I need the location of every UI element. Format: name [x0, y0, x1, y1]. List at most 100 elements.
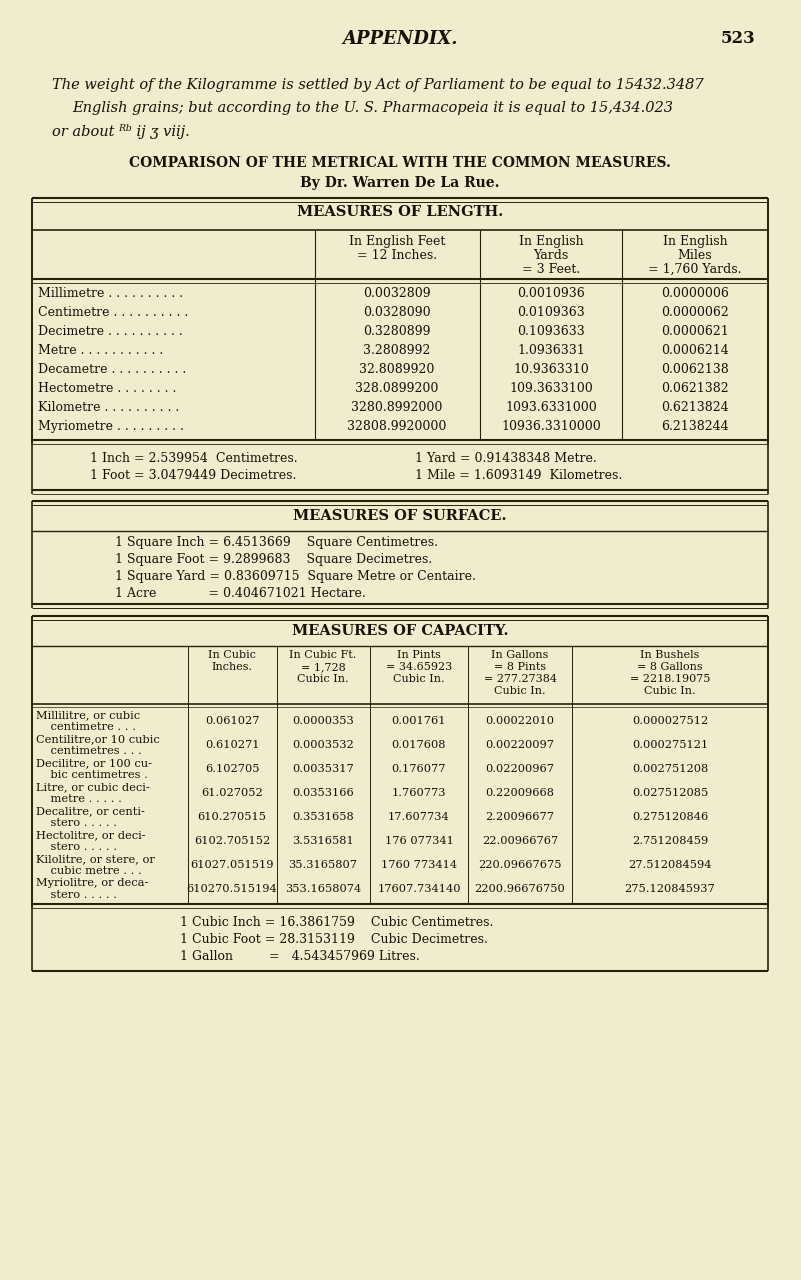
Text: stero . . . . .: stero . . . . .: [36, 842, 117, 852]
Text: = 3 Feet.: = 3 Feet.: [522, 262, 580, 276]
Text: By Dr. Warren De La Rue.: By Dr. Warren De La Rue.: [300, 175, 500, 189]
Text: In Pints: In Pints: [397, 650, 441, 660]
Text: 1 Square Inch = 6.4513669    Square Centimetres.: 1 Square Inch = 6.4513669 Square Centime…: [115, 536, 438, 549]
Text: 0.3531658: 0.3531658: [292, 812, 354, 822]
Text: In Cubic Ft.: In Cubic Ft.: [289, 650, 356, 660]
Text: 3.2808992: 3.2808992: [364, 344, 431, 357]
Text: 0.275120846: 0.275120846: [632, 812, 708, 822]
Text: In English: In English: [519, 236, 583, 248]
Text: In English: In English: [662, 236, 727, 248]
Text: 0.0000621: 0.0000621: [661, 325, 729, 338]
Text: 0.027512085: 0.027512085: [632, 788, 708, 797]
Text: 61.027052: 61.027052: [201, 788, 263, 797]
Text: Hectometre . . . . . . . .: Hectometre . . . . . . . .: [38, 381, 176, 396]
Text: 1 Cubic Inch = 16.3861759    Cubic Centimetres.: 1 Cubic Inch = 16.3861759 Cubic Centimet…: [180, 916, 493, 929]
Text: 1 Foot = 3.0479449 Decimetres.: 1 Foot = 3.0479449 Decimetres.: [90, 468, 296, 483]
Text: 0.0000062: 0.0000062: [661, 306, 729, 319]
Text: In Gallons: In Gallons: [491, 650, 549, 660]
Text: = 8 Gallons: = 8 Gallons: [637, 662, 702, 672]
Text: 275.120845937: 275.120845937: [625, 884, 715, 893]
Text: Centimetre . . . . . . . . . .: Centimetre . . . . . . . . . .: [38, 306, 188, 319]
Text: = 12 Inches.: = 12 Inches.: [357, 250, 437, 262]
Text: 0.0032809: 0.0032809: [363, 287, 431, 300]
Text: 10.9363310: 10.9363310: [513, 364, 589, 376]
Text: 6102.705152: 6102.705152: [194, 836, 270, 846]
Text: 0.00220097: 0.00220097: [485, 740, 554, 750]
Text: stero . . . . .: stero . . . . .: [36, 818, 117, 828]
Text: Millimetre . . . . . . . . . .: Millimetre . . . . . . . . . .: [38, 287, 183, 300]
Text: 0.0109363: 0.0109363: [517, 306, 585, 319]
Text: MEASURES OF SURFACE.: MEASURES OF SURFACE.: [293, 509, 507, 524]
Text: 610270.515194: 610270.515194: [187, 884, 277, 893]
Text: Metre . . . . . . . . . . .: Metre . . . . . . . . . . .: [38, 344, 163, 357]
Text: 2.20096677: 2.20096677: [485, 812, 554, 822]
Text: 1 Inch = 2.539954  Centimetres.: 1 Inch = 2.539954 Centimetres.: [90, 452, 298, 465]
Text: = 277.27384: = 277.27384: [484, 675, 557, 684]
Text: Cubic In.: Cubic In.: [494, 686, 545, 696]
Text: 176 077341: 176 077341: [384, 836, 453, 846]
Text: 1.760773: 1.760773: [392, 788, 446, 797]
Text: Cubic In.: Cubic In.: [297, 675, 348, 684]
Text: 0.061027: 0.061027: [205, 716, 260, 726]
Text: Centilitre,or 10 cubic: Centilitre,or 10 cubic: [36, 733, 159, 744]
Text: 17607.734140: 17607.734140: [377, 884, 461, 893]
Text: 6.102705: 6.102705: [205, 764, 260, 774]
Text: 3280.8992000: 3280.8992000: [352, 401, 443, 413]
Text: Cubic In.: Cubic In.: [644, 686, 696, 696]
Text: 1093.6331000: 1093.6331000: [505, 401, 597, 413]
Text: In English Feet: In English Feet: [348, 236, 445, 248]
Text: Kilometre . . . . . . . . . .: Kilometre . . . . . . . . . .: [38, 401, 179, 413]
Text: 1 Square Foot = 9.2899683    Square Decimetres.: 1 Square Foot = 9.2899683 Square Decimet…: [115, 553, 433, 566]
Text: APPENDIX.: APPENDIX.: [342, 29, 457, 47]
Text: 32808.9920000: 32808.9920000: [348, 420, 447, 433]
Text: 0.0621382: 0.0621382: [661, 381, 729, 396]
Text: 22.00966767: 22.00966767: [482, 836, 558, 846]
Text: = 1,728: = 1,728: [300, 662, 345, 672]
Text: Cubic In.: Cubic In.: [393, 675, 445, 684]
Text: 0.0062138: 0.0062138: [661, 364, 729, 376]
Text: 1 Acre             = 0.404671021 Hectare.: 1 Acre = 0.404671021 Hectare.: [115, 588, 366, 600]
Text: 1760 773414: 1760 773414: [381, 860, 457, 870]
Text: centimetre . . .: centimetre . . .: [36, 722, 136, 732]
Text: 0.017608: 0.017608: [392, 740, 446, 750]
Text: = 1,760 Yards.: = 1,760 Yards.: [648, 262, 742, 276]
Text: = 34.65923: = 34.65923: [386, 662, 452, 672]
Text: English grains; but according to the U. S. Pharmacopeia it is equal to 15,434.02: English grains; but according to the U. …: [72, 101, 673, 115]
Text: Miles: Miles: [678, 250, 712, 262]
Text: 0.1093633: 0.1093633: [517, 325, 585, 338]
Text: = 2218.19075: = 2218.19075: [630, 675, 710, 684]
Text: 220.09667675: 220.09667675: [478, 860, 562, 870]
Text: 0.0000006: 0.0000006: [661, 287, 729, 300]
Text: 35.3165807: 35.3165807: [288, 860, 357, 870]
Text: 3.5316581: 3.5316581: [292, 836, 354, 846]
Text: 6.2138244: 6.2138244: [661, 420, 729, 433]
Text: 0.610271: 0.610271: [205, 740, 260, 750]
Text: centimetres . . .: centimetres . . .: [36, 746, 142, 756]
Text: 1 Yard = 0.91438348 Metre.: 1 Yard = 0.91438348 Metre.: [415, 452, 597, 465]
Text: Decalitre, or centi-: Decalitre, or centi-: [36, 806, 145, 817]
Text: Inches.: Inches.: [211, 662, 252, 672]
Text: Myriolitre, or deca-: Myriolitre, or deca-: [36, 878, 148, 888]
Text: cubic metre . . .: cubic metre . . .: [36, 867, 142, 876]
Text: Decametre . . . . . . . . . .: Decametre . . . . . . . . . .: [38, 364, 187, 376]
Text: 0.0010936: 0.0010936: [517, 287, 585, 300]
Text: stero . . . . .: stero . . . . .: [36, 890, 117, 900]
Text: In Cubic: In Cubic: [208, 650, 256, 660]
Text: = 8 Pints: = 8 Pints: [494, 662, 546, 672]
Text: 0.000027512: 0.000027512: [632, 716, 708, 726]
Text: Decimetre . . . . . . . . . .: Decimetre . . . . . . . . . .: [38, 325, 183, 338]
Text: or about ᴿᵇ ij ʒ viij.: or about ᴿᵇ ij ʒ viij.: [52, 124, 190, 140]
Text: 0.3280899: 0.3280899: [363, 325, 431, 338]
Text: metre . . . . .: metre . . . . .: [36, 794, 122, 804]
Text: 0.176077: 0.176077: [392, 764, 446, 774]
Text: 10936.3310000: 10936.3310000: [501, 420, 601, 433]
Text: Hectolitre, or deci-: Hectolitre, or deci-: [36, 829, 146, 840]
Text: 1.0936331: 1.0936331: [517, 344, 585, 357]
Text: 0.000275121: 0.000275121: [632, 740, 708, 750]
Text: 0.0006214: 0.0006214: [661, 344, 729, 357]
Text: MEASURES OF CAPACITY.: MEASURES OF CAPACITY.: [292, 623, 509, 637]
Text: 0.00022010: 0.00022010: [485, 716, 554, 726]
Text: 523: 523: [720, 29, 755, 47]
Text: 2200.96676750: 2200.96676750: [475, 884, 566, 893]
Text: 0.22009668: 0.22009668: [485, 788, 554, 797]
